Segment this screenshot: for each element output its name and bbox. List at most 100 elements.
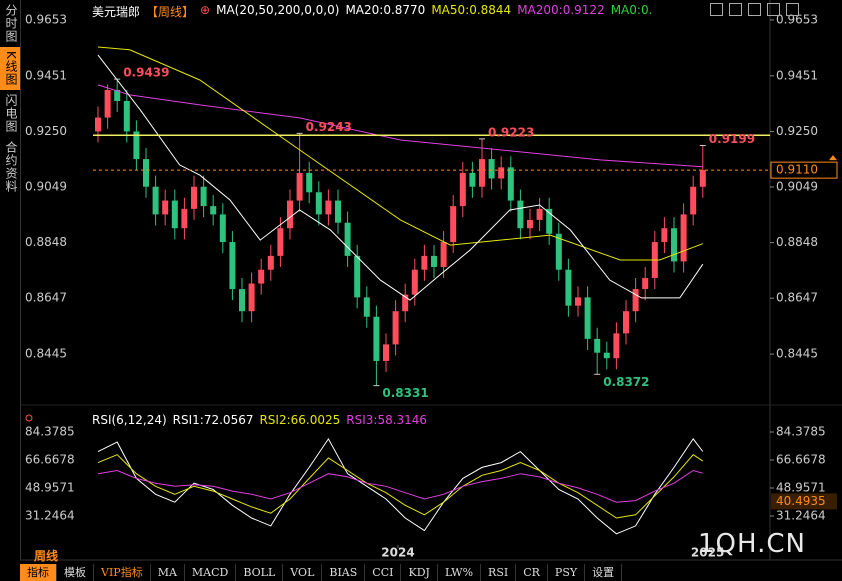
candle-body [363, 297, 370, 317]
tab[interactable]: RSI [481, 564, 517, 581]
candle-body [95, 117, 101, 132]
icon[interactable] [748, 3, 761, 16]
y-tick-label: 0.9049 [25, 180, 67, 194]
header-item: RSI2:66.0025 [259, 413, 341, 427]
annotation-label: 0.9223 [488, 125, 534, 139]
candle-body [191, 186, 197, 209]
candle-body [498, 167, 505, 179]
candle-body [479, 159, 485, 187]
candle-body [219, 214, 226, 243]
icon[interactable] [767, 3, 780, 16]
candle-body [584, 297, 591, 339]
annotation-label: 0.9439 [123, 66, 169, 80]
candle-body [507, 167, 514, 201]
candle-body [642, 278, 649, 290]
candle-body [671, 228, 677, 262]
candle-body [162, 200, 169, 215]
candle-body [143, 159, 149, 187]
sidebar-item[interactable]: 闪电图 [4, 93, 18, 133]
candle-body [699, 170, 706, 187]
icon[interactable] [729, 3, 742, 16]
indicator-line [97, 84, 703, 168]
sidebar-item[interactable]: 分时图 [4, 4, 18, 43]
candle-body [200, 186, 207, 207]
candle-body [488, 159, 495, 179]
candle-body [536, 208, 543, 220]
candle-body [181, 208, 188, 229]
candle-body [546, 208, 553, 234]
icon[interactable] [710, 3, 723, 16]
candle-body [402, 294, 409, 312]
candle-body [296, 172, 303, 201]
x-tick-label: 2024 [381, 546, 414, 560]
tab[interactable]: 指标 [20, 564, 57, 581]
price-header: 美元瑞郎 【周线】 ⊕ MA(20,50,200,0,0,0) MA20:0.8770 M… [92, 3, 652, 20]
x-tick-label: 2025 [691, 546, 724, 560]
tab[interactable]: 模板 [57, 564, 94, 581]
y-tick-label: 0.9653 [25, 12, 67, 26]
sidebar-item[interactable]: K线图 [0, 47, 20, 90]
current-price-marker [829, 155, 837, 161]
y-tick-label: 31.2464 [25, 508, 75, 522]
header-item: ⊕ [200, 3, 211, 17]
candle-body [171, 200, 178, 229]
annotation-label: 0.8331 [382, 386, 428, 400]
candle-body [565, 269, 572, 306]
tab[interactable]: BOLL [236, 564, 284, 581]
y-tick-label: 48.9571 [776, 480, 826, 494]
y-tick-label: 66.6678 [25, 452, 75, 466]
candle-body [469, 172, 476, 187]
candle-body [152, 186, 159, 215]
candle-body [133, 131, 140, 160]
tab[interactable]: LW% [438, 564, 482, 581]
candle-body [104, 89, 111, 118]
candle-body [421, 255, 428, 270]
candle-body [555, 233, 562, 270]
candle-body [277, 228, 284, 256]
indicator-line [97, 54, 704, 301]
candle-body [267, 255, 274, 270]
icon[interactable] [786, 3, 799, 16]
header-item: MA50:0.8844 [431, 3, 512, 17]
candle-body [315, 192, 322, 215]
tab[interactable]: KDJ [401, 564, 438, 581]
y-tick-label: 0.9250 [776, 124, 818, 138]
y-tick-label: 0.8445 [776, 347, 818, 361]
indicator-line [97, 469, 703, 503]
candle-body [306, 172, 313, 193]
tab[interactable]: VIP指标 [94, 564, 151, 581]
annotation-label: 0.8372 [603, 375, 649, 389]
candle-body [258, 269, 265, 284]
tab[interactable]: CR [516, 564, 548, 581]
tab[interactable]: MACD [185, 564, 237, 581]
tab[interactable]: 设置 [585, 564, 623, 581]
candle-body [210, 206, 217, 215]
header-item: 【周线】 [146, 5, 195, 19]
y-tick-label: 84.3785 [776, 425, 826, 439]
candle-body [335, 200, 341, 223]
sidebar-item[interactable]: 合约资料 [4, 140, 18, 193]
period-label: 周线 [34, 549, 59, 563]
header-item: 美元瑞郎 [92, 5, 141, 19]
candle-body [661, 228, 668, 243]
y-tick-label: 48.9571 [25, 480, 75, 494]
candle-body [440, 242, 447, 267]
candle-body [287, 200, 293, 229]
candle-body [325, 200, 332, 215]
header-item: RSI1:72.0567 [172, 413, 254, 427]
tab[interactable]: CCI [365, 564, 402, 581]
y-tick-label: 0.9451 [776, 68, 818, 82]
y-tick-label: 0.8445 [25, 347, 67, 361]
tab[interactable]: VOL [283, 564, 323, 581]
window-controls[interactable] [710, 3, 799, 16]
tab[interactable]: PSY [548, 564, 586, 581]
candle-body [680, 214, 687, 262]
tab[interactable]: BIAS [322, 564, 366, 581]
y-tick-label: 0.9451 [25, 68, 67, 82]
tab[interactable]: MA [151, 564, 185, 581]
header-item: MA200:0.9122 [517, 3, 605, 17]
y-tick-label: 0.9049 [776, 180, 818, 194]
indicator-line [97, 46, 703, 261]
indicator-line [97, 454, 704, 519]
